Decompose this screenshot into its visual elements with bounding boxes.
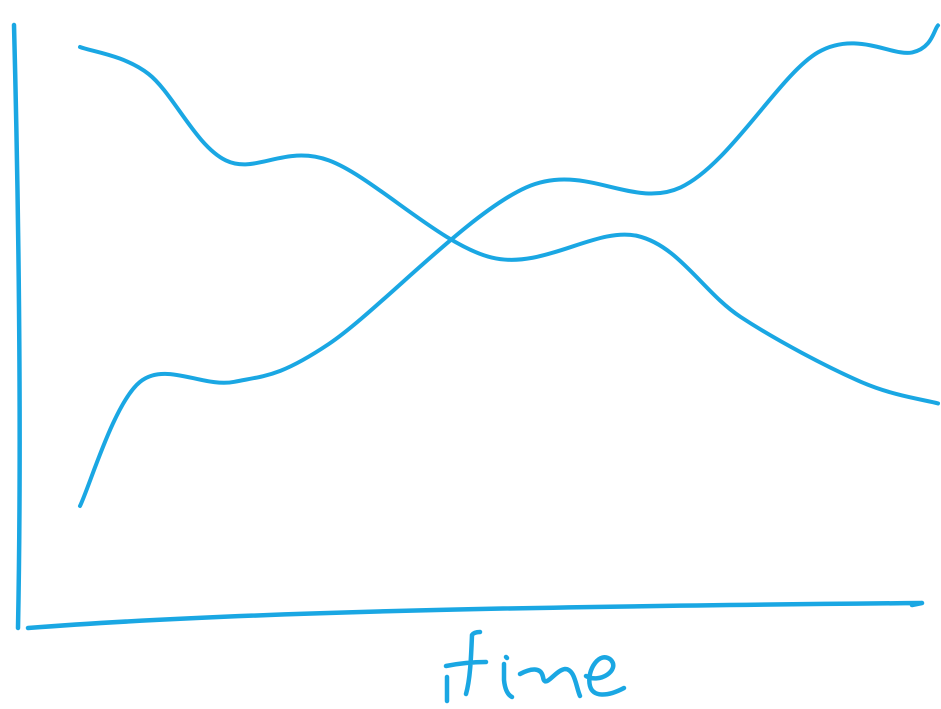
series-line-2 bbox=[78, 23, 940, 508]
x-axis-label: time bbox=[443, 629, 627, 704]
x-axis-line bbox=[25, 600, 925, 631]
x-axis-label-handwriting bbox=[443, 629, 627, 704]
series-line-1 bbox=[78, 45, 940, 406]
x-axis-label-text: time bbox=[519, 688, 522, 691]
y-axis-line bbox=[11, 22, 22, 631]
series-group bbox=[78, 23, 940, 508]
